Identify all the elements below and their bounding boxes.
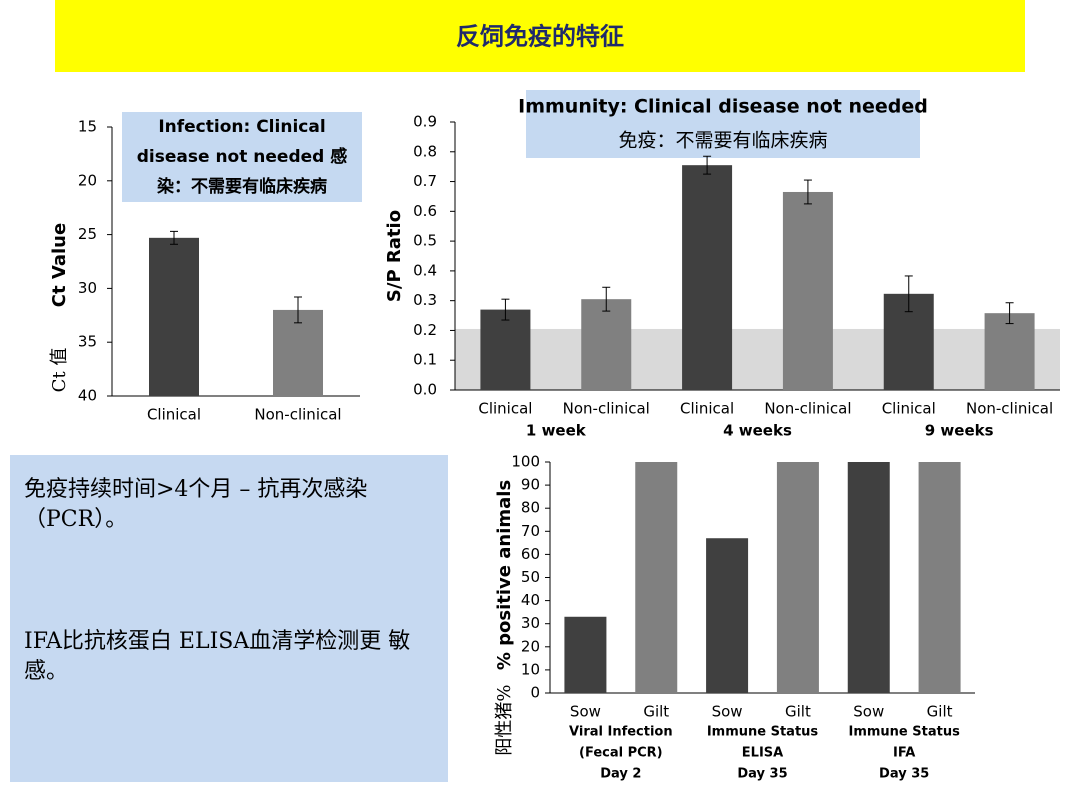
y-tick-label: 90	[521, 476, 540, 494]
y-axis-label: % positive animals	[494, 480, 515, 670]
y-axis-label: Ct Value	[49, 223, 70, 307]
bar	[480, 309, 531, 390]
group-label: Viral Infection	[569, 725, 673, 740]
y-tick-label: 10	[521, 660, 540, 678]
y-tick-label: 100	[511, 453, 540, 471]
group-label: Day 35	[879, 767, 929, 782]
y-tick-label: 0.7	[413, 172, 437, 190]
slide-title: 反饲免疫的特征	[456, 22, 624, 51]
y-tick-label: 0.5	[413, 232, 437, 250]
bar	[564, 616, 607, 693]
x-tick-label: Clinical	[680, 400, 734, 418]
y-tick-label: 15	[78, 118, 97, 136]
text-paragraph: 免疫持续时间>4个月 – 抗再次感染（PCR）。	[24, 477, 368, 532]
bar	[635, 462, 678, 693]
x-tick-label: Non-clinical	[764, 400, 851, 418]
y-tick-label: 20	[78, 171, 97, 189]
y-tick-label: 40	[78, 387, 97, 405]
y-tick-label: 80	[521, 499, 540, 517]
y-tick-label: 0.4	[413, 261, 437, 279]
group-label: Immune Status	[707, 725, 819, 740]
group-label: Day 35	[737, 767, 787, 782]
bar	[918, 462, 961, 693]
y-axis-label-cn: 阳性猪%	[494, 684, 515, 755]
annotation-line: disease not needed 感	[137, 146, 347, 167]
group-label: IFA	[893, 746, 915, 761]
y-tick-label: 0.8	[413, 142, 437, 160]
y-tick-label: 0.3	[413, 291, 437, 309]
y-tick-label: 70	[521, 522, 540, 540]
group-label: (Fecal PCR)	[579, 746, 663, 761]
y-axis-label: S/P Ratio	[384, 210, 405, 302]
group-label: 9 weeks	[925, 422, 994, 440]
y-tick-label: 0.6	[413, 202, 437, 220]
bar	[776, 462, 819, 693]
y-tick-label: 0.0	[413, 381, 437, 399]
y-tick-label: 0.1	[413, 351, 437, 369]
x-tick-label: Gilt	[643, 703, 669, 721]
y-tick-label: 50	[521, 568, 540, 586]
x-tick-label: Sow	[853, 703, 884, 721]
y-tick-label: 0.2	[413, 321, 437, 339]
annotation-line: 染：不需要有临床疾病	[157, 176, 327, 197]
bar	[149, 237, 199, 396]
group-label: Day 2	[600, 767, 641, 782]
y-tick-label: 30	[78, 279, 97, 297]
x-tick-label: Non-clinical	[254, 406, 341, 424]
y-tick-label: 35	[78, 333, 97, 351]
group-label: Immune Status	[848, 725, 960, 740]
x-tick-label: Sow	[712, 703, 743, 721]
title-banner	[55, 0, 1025, 72]
x-tick-label: Gilt	[785, 703, 811, 721]
threshold-band	[455, 328, 1060, 390]
y-tick-label: 40	[521, 591, 540, 609]
annotation-line: Infection: Clinical	[158, 117, 325, 137]
bar	[706, 538, 749, 693]
annotation-line: 免疫：不需要有临床疾病	[618, 130, 827, 152]
annotation-box	[122, 112, 362, 202]
x-tick-label: Clinical	[882, 400, 936, 418]
text-paragraph: IFA比抗核蛋白 ELISA血清学检测更 敏感。	[24, 629, 411, 684]
bar	[581, 299, 632, 390]
x-tick-label: Clinical	[478, 400, 532, 418]
text-box: 免疫持续时间>4个月 – 抗再次感染（PCR）。 IFA比抗核蛋白 ELISA血…	[10, 455, 448, 782]
x-tick-label: Non-clinical	[966, 400, 1053, 418]
annotation-box	[526, 90, 920, 158]
group-label: 1 week	[526, 422, 587, 440]
annotation-line: Immunity: Clinical disease not needed	[518, 96, 928, 118]
y-tick-label: 0	[530, 684, 540, 702]
group-label: 4 weeks	[723, 422, 792, 440]
bar	[984, 313, 1035, 390]
bar	[847, 462, 890, 693]
y-axis-label-cn: Ct 值	[49, 348, 70, 393]
x-tick-label: Sow	[570, 703, 601, 721]
bar	[782, 191, 833, 390]
x-tick-label: Clinical	[147, 406, 201, 424]
bar	[273, 309, 323, 396]
y-tick-label: 20	[521, 637, 540, 655]
bar	[682, 165, 733, 390]
x-tick-label: Non-clinical	[563, 400, 650, 418]
y-tick-label: 30	[521, 614, 540, 632]
y-tick-label: 25	[78, 225, 97, 243]
group-label: ELISA	[742, 746, 783, 761]
y-tick-label: 60	[521, 545, 540, 563]
y-tick-label: 0.9	[413, 113, 437, 131]
x-tick-label: Gilt	[927, 703, 953, 721]
